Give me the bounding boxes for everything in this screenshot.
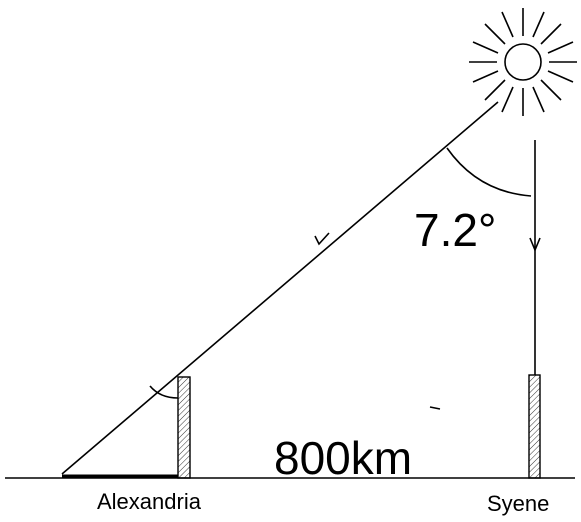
pole-alexandria bbox=[177, 376, 191, 479]
pole-syene bbox=[528, 374, 541, 479]
sun-ray-alexandria bbox=[61, 101, 499, 475]
sun bbox=[469, 8, 577, 116]
angle-arc bbox=[446, 147, 532, 197]
location-label: Alexandria bbox=[97, 489, 202, 514]
angle-label: 7.2° bbox=[414, 204, 496, 256]
angle-arc bbox=[149, 385, 179, 399]
arrow bbox=[314, 232, 330, 246]
arrow bbox=[529, 237, 541, 253]
distance-label: 800km bbox=[274, 432, 412, 484]
location-label: Syene bbox=[487, 491, 549, 516]
mark bbox=[429, 406, 441, 410]
